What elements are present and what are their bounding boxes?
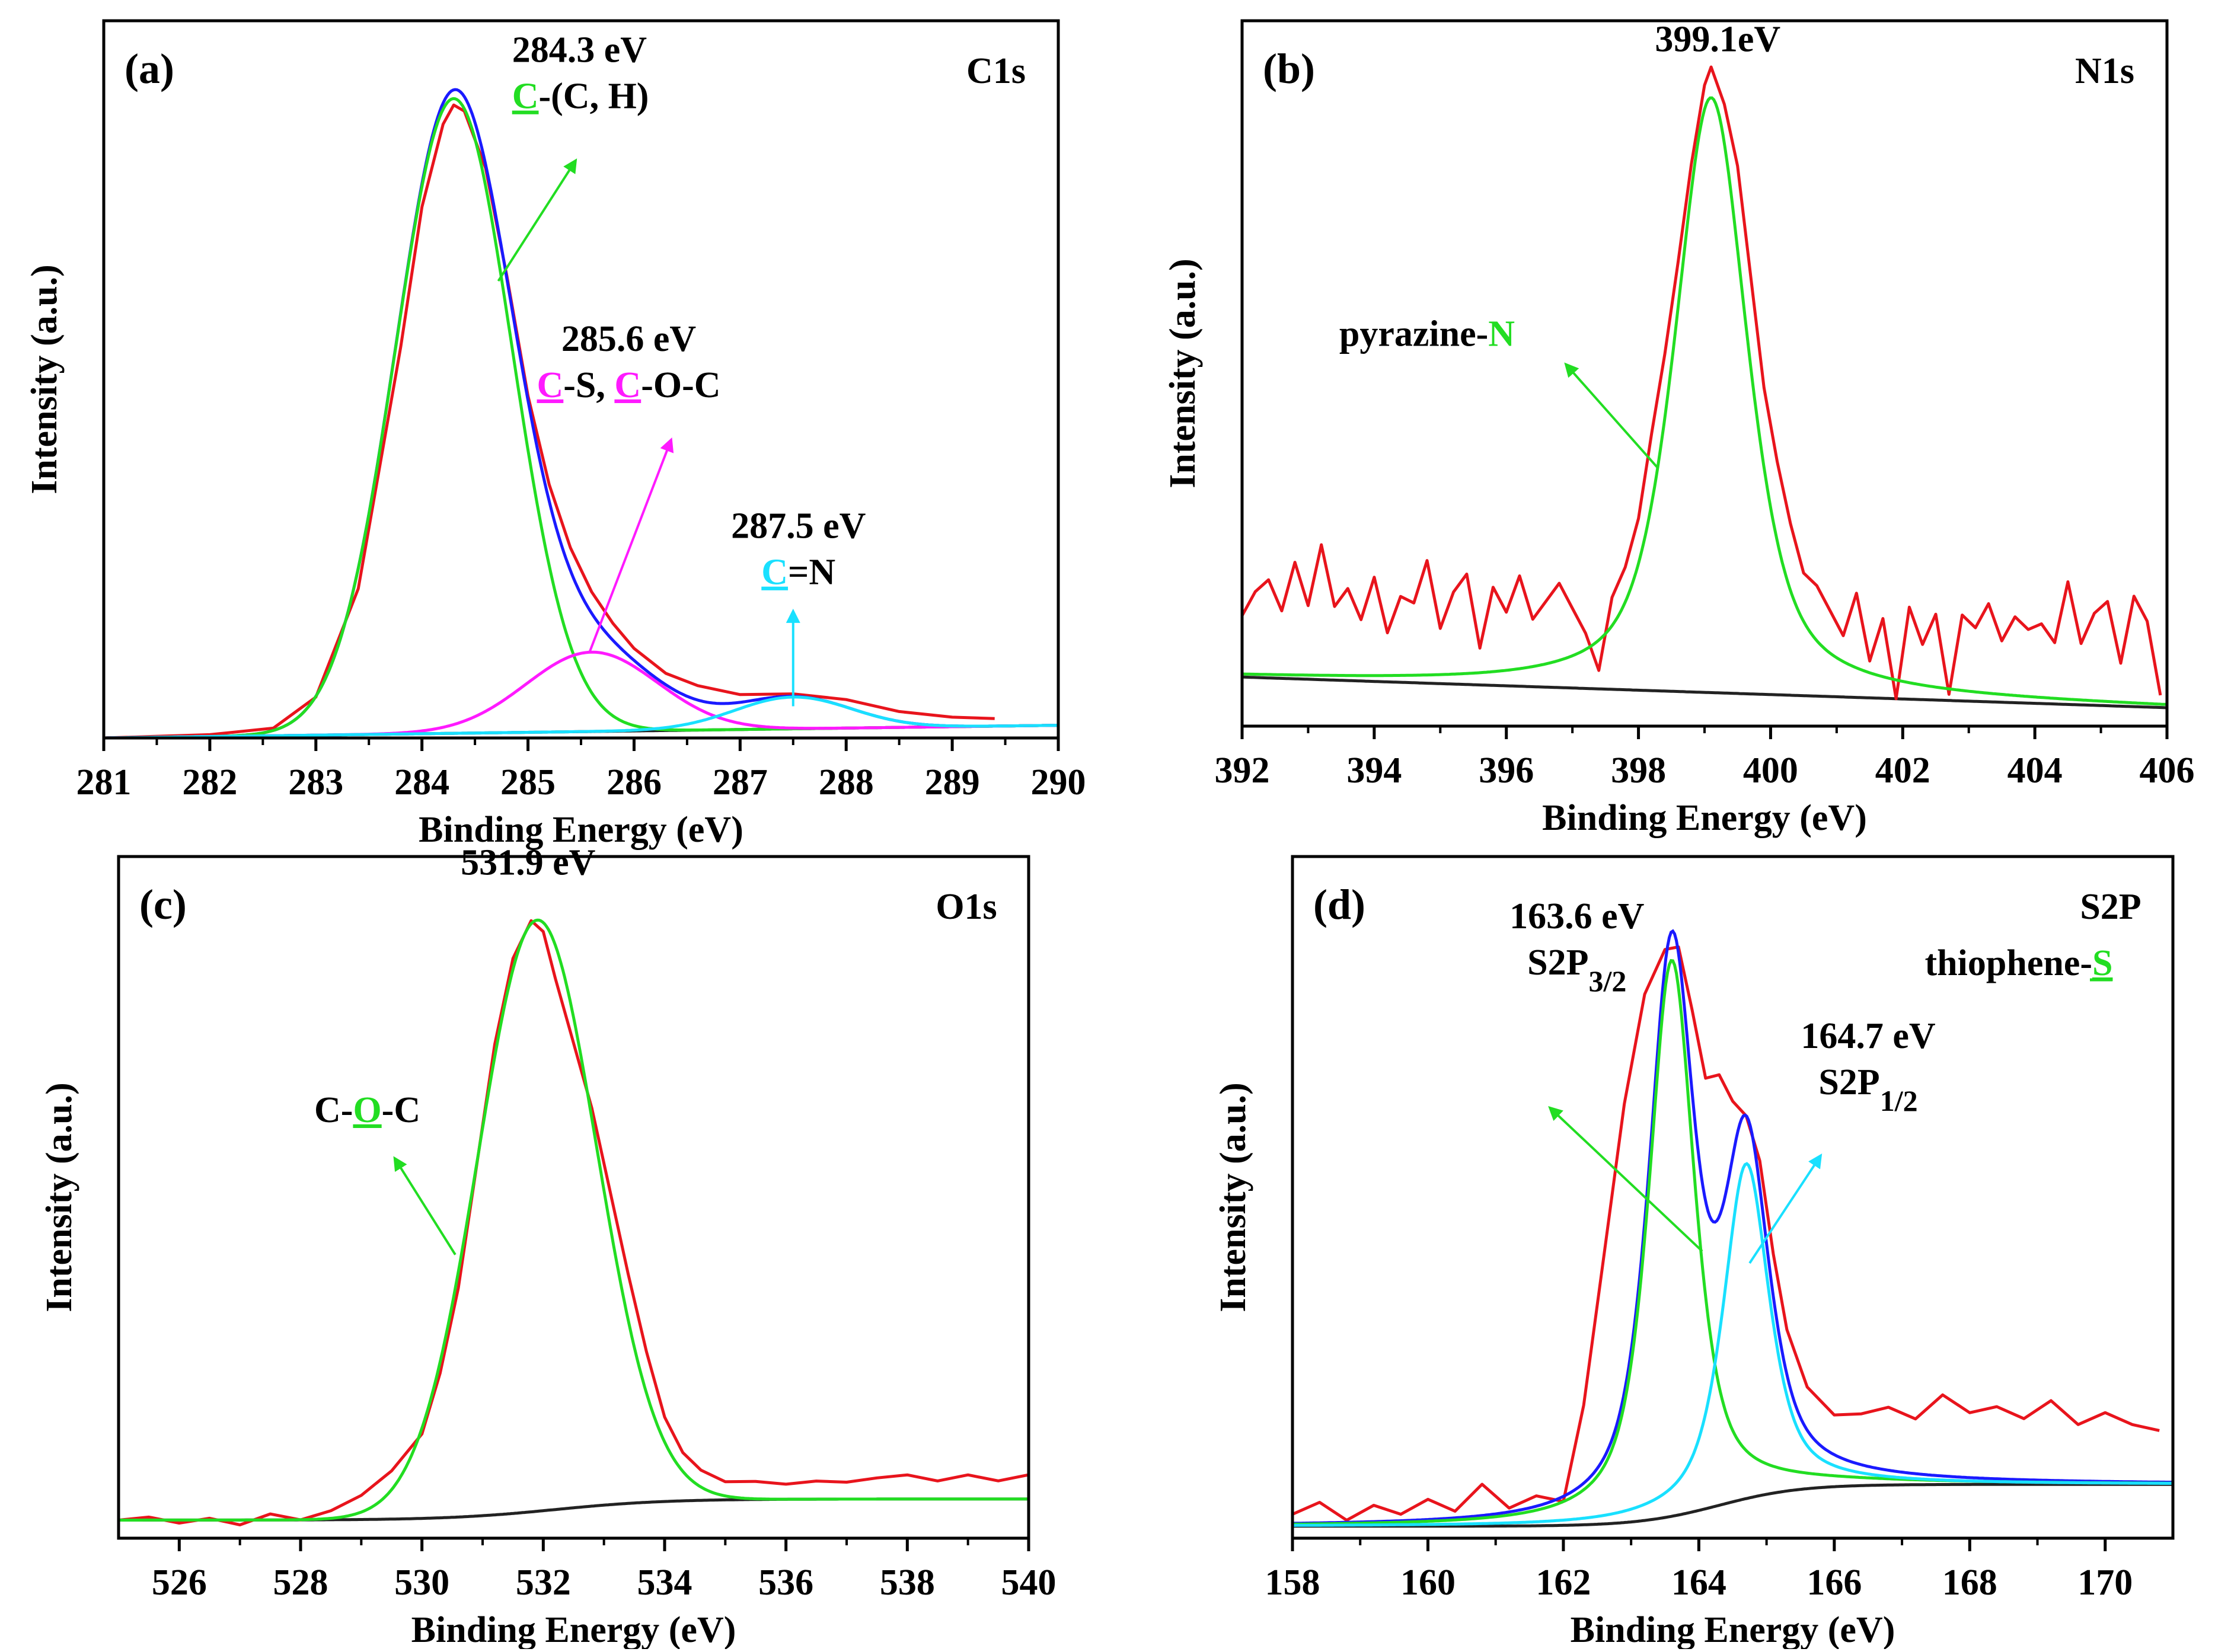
sub-label-d: thiophene-S bbox=[1925, 943, 2113, 983]
x-tick-label-c: 528 bbox=[273, 1562, 328, 1603]
x-tick-label-c: 536 bbox=[758, 1562, 813, 1603]
panel-a: 281 282 283 284 285 286 287 288 289 290 Binding En… bbox=[24, 19, 1086, 850]
y-axis-label-d: Intensity (a.u.) bbox=[1213, 1082, 1253, 1312]
series-peak1-c bbox=[119, 918, 1029, 1522]
series-raw-d bbox=[1292, 945, 2160, 1522]
annotation-text-a: C=N bbox=[761, 552, 835, 593]
x-tick-label-b: 398 bbox=[1611, 750, 1666, 791]
panel-d: 158 160 162 164 166 168 170 Binding Energy (eV)… bbox=[1213, 855, 2175, 1650]
x-tick-label-c: 538 bbox=[880, 1562, 935, 1603]
x-tick-label-a: 282 bbox=[182, 762, 237, 803]
x-tick-label-c: 530 bbox=[394, 1562, 449, 1603]
plot-frame-b bbox=[1240, 19, 2169, 728]
annotation-text-d: 164.7 eV bbox=[1801, 1016, 1936, 1056]
series-raw-b bbox=[1242, 65, 2162, 701]
x-tick-label-d: 164 bbox=[1671, 1562, 1726, 1603]
x-tick-label-b: 396 bbox=[1479, 750, 1534, 791]
x-tick-label-d: 162 bbox=[1536, 1562, 1591, 1603]
annotation-text-b: 399.1eV bbox=[1655, 20, 1780, 60]
annotation-text-c: C-O-C bbox=[314, 1090, 420, 1130]
x-axis-label-d: Binding Energy (eV) bbox=[1571, 1610, 1895, 1649]
panel-b: 392 394 396 398 400 402 404 406 Binding Energy (… bbox=[1163, 19, 2195, 838]
x-tick-label-d: 166 bbox=[1807, 1562, 1862, 1603]
x-tick-label-c: 532 bbox=[516, 1562, 571, 1603]
x-tick-label-a: 287 bbox=[713, 762, 768, 803]
annotation-text-d: S2P1/2 bbox=[1818, 1062, 1917, 1117]
x-tick-label-a: 284 bbox=[394, 762, 449, 803]
panel-label-a: (a) bbox=[125, 45, 174, 92]
annotation-text-d: 163.6 eV bbox=[1509, 896, 1645, 937]
element-label-b: N1s bbox=[2075, 51, 2134, 91]
panel-c: 526 528 530 532 534 536 538 540 Binding Energy (… bbox=[39, 843, 1057, 1650]
annotation-text-b: pyrazine-N bbox=[1339, 314, 1515, 354]
annotation-text-a: C-(C, H) bbox=[512, 76, 649, 117]
panel-label-c: (c) bbox=[139, 881, 187, 928]
x-tick-label-b: 406 bbox=[2140, 750, 2195, 791]
x-tick-label-a: 288 bbox=[819, 762, 874, 803]
x-tick-label-c: 534 bbox=[637, 1562, 692, 1603]
element-label-d: S2P bbox=[2080, 887, 2141, 927]
annotation-arrow-d bbox=[1548, 1105, 1703, 1252]
y-axis-label-c: Intensity (a.u.) bbox=[39, 1082, 79, 1312]
series-peak3-a bbox=[104, 695, 1058, 738]
x-tick-label-a: 286 bbox=[607, 762, 662, 803]
x-axis-label-a: Binding Energy (eV) bbox=[419, 810, 743, 850]
series-peak1-b bbox=[1242, 96, 2167, 706]
annotation-text-a: 284.3 eV bbox=[512, 30, 647, 71]
x-tick-label-c: 540 bbox=[1001, 1562, 1057, 1603]
series-envelope-d bbox=[1292, 929, 2173, 1525]
x-tick-label-d: 158 bbox=[1265, 1562, 1320, 1603]
series-background-b bbox=[1242, 675, 2167, 710]
element-label-c: O1s bbox=[936, 887, 997, 927]
x-tick-label-b: 404 bbox=[2007, 750, 2063, 791]
annotation-text-a: C-S, C-O-C bbox=[537, 365, 721, 405]
element-label-a: C1s bbox=[966, 51, 1026, 91]
y-axis-label-b: Intensity (a.u.) bbox=[1163, 258, 1203, 488]
x-tick-label-a: 289 bbox=[925, 762, 980, 803]
series-peak1-a bbox=[104, 97, 1058, 738]
annotation-text-d: S2P3/2 bbox=[1527, 942, 1626, 998]
plot-area-a bbox=[104, 88, 1058, 738]
series-background-d bbox=[1292, 1482, 2173, 1528]
annotation-arrow-a bbox=[588, 437, 674, 653]
annotation-arrow-a bbox=[497, 158, 577, 282]
series-peak1-d bbox=[1292, 958, 2173, 1526]
x-tick-label-a: 290 bbox=[1031, 762, 1086, 803]
panel-label-b: (b) bbox=[1263, 45, 1315, 92]
x-tick-label-d: 168 bbox=[1942, 1562, 1997, 1603]
annotation-arrow-c bbox=[393, 1156, 457, 1255]
x-tick-label-a: 285 bbox=[500, 762, 556, 803]
x-tick-label-b: 392 bbox=[1215, 750, 1270, 791]
annotation-text-c: 531.9 eV bbox=[461, 843, 596, 883]
x-tick-label-d: 170 bbox=[2077, 1562, 2133, 1603]
x-axis-label-b: Binding Energy (eV) bbox=[1542, 798, 1867, 838]
x-tick-label-b: 400 bbox=[1743, 750, 1798, 791]
x-tick-label-b: 402 bbox=[1875, 750, 1930, 791]
series-peak2-d bbox=[1292, 1162, 2173, 1527]
plot-area-b bbox=[1242, 65, 2167, 710]
x-tick-label-a: 281 bbox=[76, 762, 132, 803]
x-tick-label-b: 394 bbox=[1346, 750, 1402, 791]
series-raw-a bbox=[104, 103, 995, 738]
annotation-text-a: 285.6 eV bbox=[561, 319, 697, 359]
plot-area-d bbox=[1292, 929, 2173, 1528]
x-tick-label-c: 526 bbox=[152, 1562, 207, 1603]
annotation-arrow-d bbox=[1748, 1153, 1823, 1264]
y-axis-label-a: Intensity (a.u.) bbox=[24, 264, 65, 494]
series-background-c bbox=[119, 1497, 1029, 1522]
panel-label-d: (d) bbox=[1313, 881, 1365, 928]
x-tick-label-a: 283 bbox=[288, 762, 343, 803]
series-envelope-a bbox=[104, 88, 1058, 738]
plot-frame-d bbox=[1291, 855, 2175, 1540]
plot-frame-c bbox=[117, 855, 1030, 1540]
annotation-arrow-b bbox=[1564, 362, 1659, 469]
x-tick-label-d: 160 bbox=[1400, 1562, 1456, 1603]
plot-area-c bbox=[119, 918, 1029, 1526]
annotation-text-a: 287.5 eV bbox=[731, 506, 866, 547]
x-axis-label-c: Binding Energy (eV) bbox=[411, 1610, 736, 1649]
